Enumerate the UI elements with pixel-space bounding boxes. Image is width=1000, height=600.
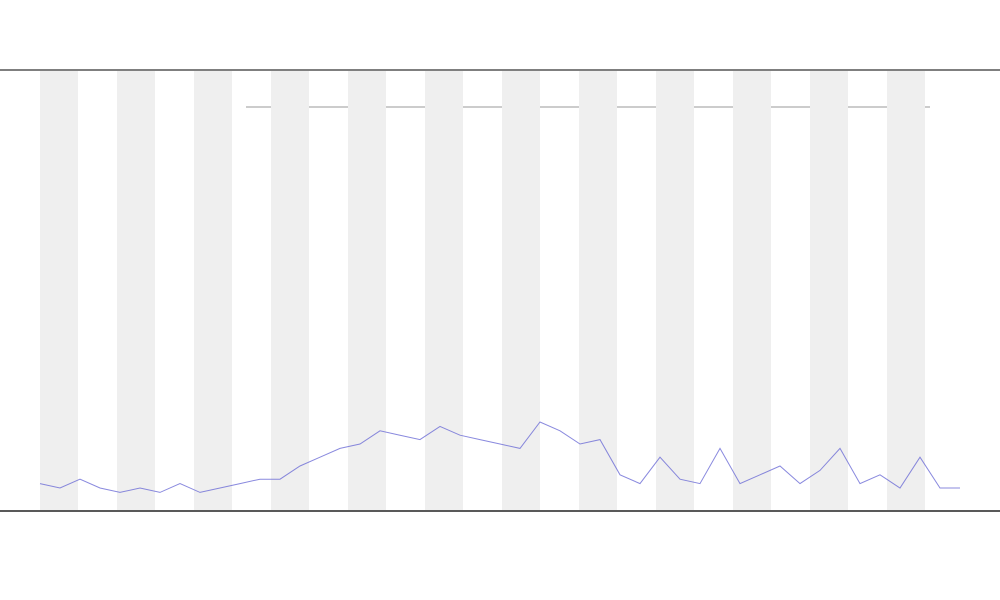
band — [194, 71, 232, 510]
band — [502, 71, 540, 510]
band — [271, 71, 309, 510]
band — [887, 71, 925, 510]
band — [40, 71, 78, 510]
band — [425, 71, 463, 510]
series-line — [39, 421, 960, 493]
band — [733, 71, 771, 510]
band — [579, 71, 617, 510]
band — [117, 71, 155, 510]
plot — [39, 421, 960, 493]
band — [656, 71, 694, 510]
bands — [40, 71, 925, 510]
band — [348, 71, 386, 510]
band — [810, 71, 848, 510]
